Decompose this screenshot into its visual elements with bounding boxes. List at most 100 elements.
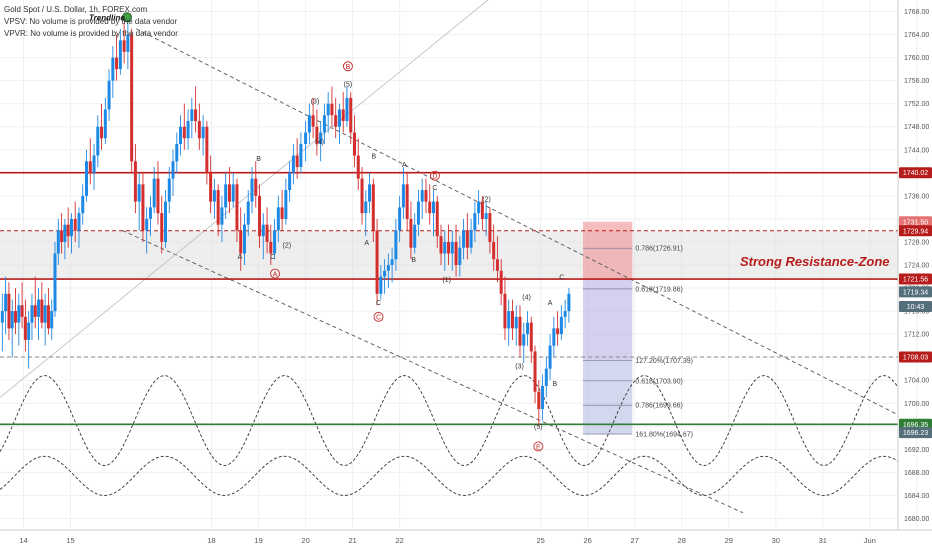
- wave-label-circle: [373, 311, 384, 322]
- candle-body: [315, 126, 319, 145]
- candle: [447, 224, 451, 265]
- candle: [450, 230, 454, 271]
- candle: [484, 201, 488, 237]
- candle: [20, 282, 24, 329]
- price-label-text: 1729.94: [903, 228, 928, 235]
- candle: [443, 230, 447, 271]
- legend-vpvr[interactable]: VPVR: No volume is provided by the data …: [4, 29, 178, 38]
- candle-body: [304, 132, 308, 145]
- candle-body: [23, 316, 27, 340]
- candle-body: [126, 34, 130, 52]
- candle-body: [103, 109, 107, 139]
- candle: [27, 311, 31, 369]
- candle-body: [295, 155, 299, 168]
- candle: [73, 201, 77, 242]
- candle: [556, 311, 560, 346]
- x-tick-label: 18: [207, 536, 215, 545]
- candle: [322, 103, 326, 145]
- candle-body: [201, 126, 205, 139]
- candle-body: [224, 184, 228, 208]
- candle-body: [352, 132, 356, 156]
- candle-body: [122, 40, 126, 52]
- trend-channel-line: [136, 28, 899, 416]
- candle: [197, 103, 201, 150]
- candle: [529, 316, 533, 363]
- wave-label: A: [273, 271, 278, 278]
- candle-body: [141, 184, 145, 231]
- candle: [284, 178, 288, 225]
- wave-label: (4): [522, 294, 531, 301]
- candle-body: [514, 316, 518, 329]
- y-tick-label: 1680.00: [904, 516, 929, 523]
- candle: [477, 190, 481, 225]
- candle: [7, 282, 11, 340]
- candle-body: [337, 109, 341, 127]
- candle: [179, 115, 183, 156]
- candle: [33, 276, 37, 329]
- candle: [182, 103, 186, 150]
- x-tick-label: 27: [631, 536, 639, 545]
- candle: [401, 167, 405, 219]
- candle: [63, 218, 67, 260]
- candle-body: [111, 57, 115, 81]
- candle-layer: [0, 23, 571, 427]
- candle-body: [209, 172, 213, 202]
- candle-body: [14, 311, 18, 323]
- candle-body: [473, 213, 477, 231]
- candle-body: [503, 293, 507, 329]
- candle: [304, 120, 308, 162]
- candle-body: [360, 178, 364, 214]
- candle-body: [273, 230, 277, 254]
- candle: [544, 357, 548, 398]
- candle: [288, 161, 292, 202]
- candle-body: [145, 218, 149, 231]
- y-tick-label: 1744.00: [904, 147, 929, 154]
- candle-body: [291, 155, 295, 173]
- candle-body: [349, 97, 353, 133]
- candle: [465, 213, 469, 260]
- price-label-box: [899, 167, 932, 179]
- candle: [319, 120, 323, 162]
- candle: [239, 207, 243, 271]
- wave-label-circle: [342, 61, 353, 72]
- y-tick-label: 1704.00: [904, 378, 929, 385]
- candle: [356, 138, 360, 191]
- candle-body: [480, 201, 484, 219]
- candle: [186, 109, 190, 150]
- trendline-label: Trendline: [89, 13, 125, 22]
- candle-body: [428, 201, 432, 214]
- x-tick-label: 31: [819, 536, 827, 545]
- wave-label: B: [346, 64, 351, 71]
- price-label-text: 1721.56: [903, 277, 928, 284]
- candle: [514, 305, 518, 346]
- price-label-text: 1696.35: [903, 422, 928, 429]
- candle-body: [341, 109, 345, 121]
- candle: [507, 299, 511, 346]
- candle: [371, 178, 375, 242]
- candle: [499, 259, 503, 306]
- candle-body: [299, 144, 303, 168]
- legend-symbol[interactable]: Gold Spot / U.S. Dollar, 1h, FOREX.com: [4, 5, 148, 14]
- legend-vpsv[interactable]: VPSV: No volume is provided by the data …: [4, 17, 178, 26]
- candle: [246, 190, 250, 237]
- candle: [40, 282, 44, 329]
- y-tick-label: 1760.00: [904, 55, 929, 62]
- x-tick-label: 19: [254, 536, 262, 545]
- candle: [175, 132, 179, 173]
- candle: [291, 144, 295, 185]
- candle: [273, 218, 277, 260]
- candle-body: [227, 184, 231, 202]
- wave-label-circle: [429, 170, 440, 181]
- candle-body: [401, 184, 405, 208]
- candle-body: [567, 293, 571, 312]
- candle: [311, 97, 315, 139]
- wave-label: (3): [515, 364, 524, 371]
- candle-body: [197, 120, 201, 139]
- candle: [405, 172, 409, 231]
- candle-body: [319, 132, 323, 145]
- candle-body: [216, 190, 220, 225]
- candle: [250, 167, 254, 214]
- candle-body: [182, 126, 186, 139]
